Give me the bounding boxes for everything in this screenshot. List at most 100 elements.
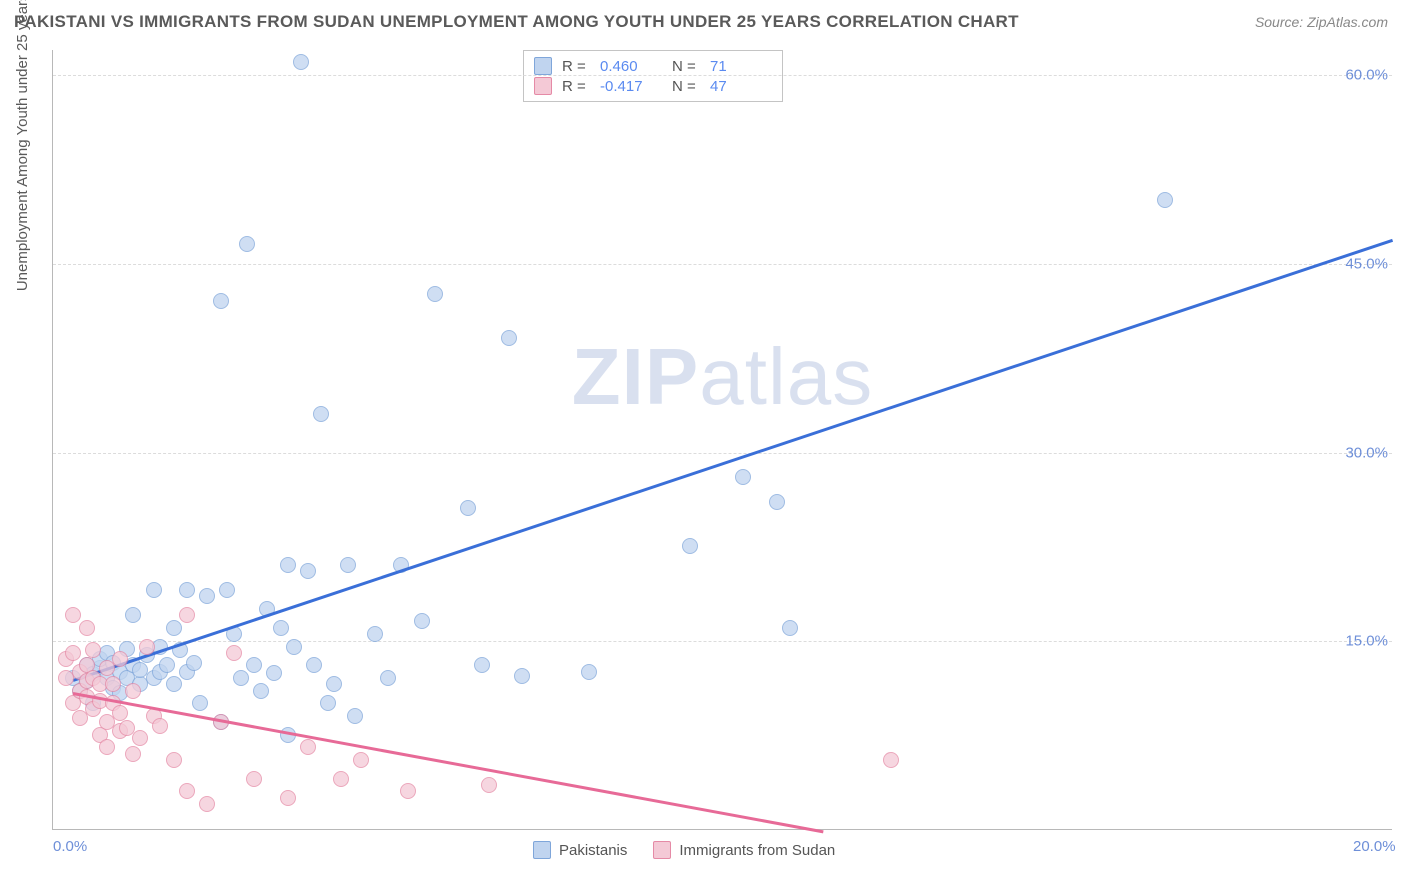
legend-item: Immigrants from Sudan — [653, 841, 835, 859]
data-point — [112, 651, 128, 667]
data-point — [367, 626, 383, 642]
data-point — [280, 790, 296, 806]
data-point — [460, 500, 476, 516]
data-point — [166, 620, 182, 636]
grid-line — [53, 264, 1392, 265]
plot-area: ZIPatlas R =0.460N =71R =-0.417N =47 Pak… — [52, 50, 1392, 830]
data-point — [280, 557, 296, 573]
data-point — [192, 695, 208, 711]
data-point — [300, 739, 316, 755]
grid-line — [53, 641, 1392, 642]
watermark: ZIPatlas — [572, 331, 873, 423]
y-tick-label: 60.0% — [1345, 67, 1394, 84]
data-point — [782, 620, 798, 636]
data-point — [400, 783, 416, 799]
chart-title: PAKISTANI VS IMMIGRANTS FROM SUDAN UNEMP… — [14, 12, 1019, 32]
data-point — [293, 54, 309, 70]
data-point — [514, 668, 530, 684]
data-point — [735, 469, 751, 485]
data-point — [199, 796, 215, 812]
x-tick-label: 0.0% — [53, 838, 87, 855]
data-point — [213, 293, 229, 309]
data-point — [166, 676, 182, 692]
data-point — [333, 771, 349, 787]
data-point — [146, 582, 162, 598]
data-point — [414, 613, 430, 629]
y-tick-label: 15.0% — [1345, 633, 1394, 650]
r-label: R = — [562, 78, 590, 95]
data-point — [581, 664, 597, 680]
correlation-chart: PAKISTANI VS IMMIGRANTS FROM SUDAN UNEMP… — [0, 0, 1406, 892]
legend-row: R = 0.460 N = 71 — [534, 57, 772, 75]
data-point — [179, 783, 195, 799]
legend-label: Immigrants from Sudan — [679, 842, 835, 859]
data-point — [501, 330, 517, 346]
data-point — [179, 582, 195, 598]
n-value: 47 — [710, 78, 772, 95]
data-point — [380, 670, 396, 686]
r-value: 0.460 — [600, 58, 662, 75]
data-point — [286, 639, 302, 655]
data-point — [233, 670, 249, 686]
source-attribution: Source: ZipAtlas.com — [1255, 14, 1388, 30]
data-point — [186, 655, 202, 671]
data-point — [79, 620, 95, 636]
data-point — [347, 708, 363, 724]
data-point — [179, 607, 195, 623]
data-point — [353, 752, 369, 768]
data-point — [326, 676, 342, 692]
data-point — [219, 582, 235, 598]
data-point — [199, 588, 215, 604]
data-point — [152, 718, 168, 734]
data-point — [132, 730, 148, 746]
data-point — [105, 676, 121, 692]
data-point — [340, 557, 356, 573]
x-tick-label: 20.0% — [1353, 838, 1396, 855]
data-point — [481, 777, 497, 793]
data-point — [246, 771, 262, 787]
trend-line — [73, 692, 824, 833]
series-legend: Pakistanis Immigrants from Sudan — [533, 841, 835, 859]
legend-row: R =-0.417N =47 — [534, 77, 772, 95]
data-point — [65, 645, 81, 661]
legend-label: Pakistanis — [559, 842, 627, 859]
data-point — [139, 639, 155, 655]
legend-swatch — [534, 57, 552, 75]
legend-swatch — [653, 841, 671, 859]
data-point — [769, 494, 785, 510]
data-point — [239, 236, 255, 252]
y-axis-label: Unemployment Among Youth under 25 years — [14, 0, 31, 291]
y-tick-label: 45.0% — [1345, 255, 1394, 272]
data-point — [159, 657, 175, 673]
data-point — [682, 538, 698, 554]
data-point — [99, 739, 115, 755]
data-point — [883, 752, 899, 768]
data-point — [65, 607, 81, 623]
data-point — [320, 695, 336, 711]
data-point — [273, 620, 289, 636]
n-label: N = — [672, 58, 700, 75]
grid-line — [53, 75, 1392, 76]
n-label: N = — [672, 78, 700, 95]
data-point — [427, 286, 443, 302]
n-value: 71 — [710, 58, 772, 75]
data-point — [125, 746, 141, 762]
data-point — [306, 657, 322, 673]
legend-item: Pakistanis — [533, 841, 627, 859]
data-point — [85, 642, 101, 658]
legend-swatch — [534, 77, 552, 95]
data-point — [112, 705, 128, 721]
data-point — [1157, 192, 1173, 208]
data-point — [246, 657, 262, 673]
data-point — [125, 607, 141, 623]
data-point — [125, 683, 141, 699]
y-tick-label: 30.0% — [1345, 444, 1394, 461]
grid-line — [53, 453, 1392, 454]
data-point — [226, 645, 242, 661]
trend-line — [73, 239, 1394, 682]
data-point — [253, 683, 269, 699]
legend-swatch — [533, 841, 551, 859]
data-point — [474, 657, 490, 673]
data-point — [313, 406, 329, 422]
r-label: R = — [562, 58, 590, 75]
